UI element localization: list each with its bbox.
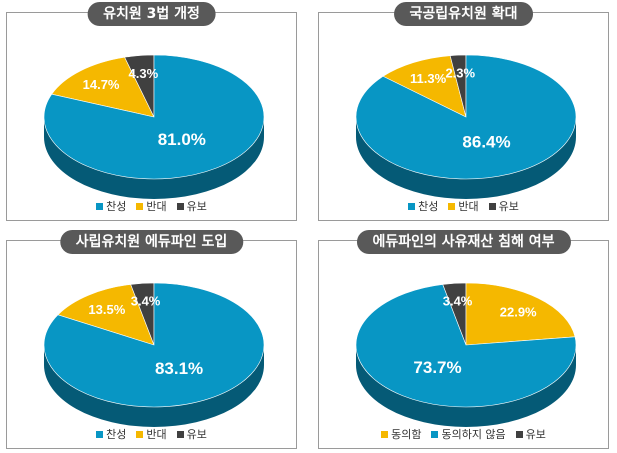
data-label: 2.3% (445, 65, 475, 80)
legend-item: 동의하지 않음 (431, 426, 506, 442)
pie-slice-찬성 (355, 54, 577, 180)
chart-legend: 찬성 반대 유보 (7, 198, 296, 214)
legend-label: 유보 (186, 200, 207, 213)
legend-swatch (515, 430, 523, 438)
chart-panel-3: 사립유치원 에듀파인 도입 13.5% 3.4% 83.1% 찬성 반대 유보 (6, 230, 297, 449)
chart-title: 에듀파인의 사유재산 침해 여부 (356, 230, 571, 254)
data-label: 14.7% (83, 77, 120, 92)
pie-slice-동의함 (465, 282, 576, 346)
data-label: 86.4% (462, 132, 510, 151)
legend-item: 유보 (488, 198, 519, 214)
legend-label: 찬성 (106, 200, 127, 213)
legend-item: 찬성 (96, 198, 126, 214)
data-label: 11.3% (410, 71, 447, 86)
pie-slice-찬성 (43, 54, 265, 180)
legend-item: 유보 (176, 426, 207, 442)
legend-label: 유보 (186, 428, 207, 441)
pie-side-찬성 (44, 117, 264, 199)
legend-label: 유보 (498, 200, 519, 213)
data-label: 4.3% (129, 66, 159, 81)
legend-label: 찬성 (106, 428, 127, 441)
legend-swatch (136, 202, 144, 210)
pie-side-찬성 (356, 117, 576, 199)
pie-side-찬성 (44, 345, 264, 427)
data-label: 81.0% (158, 130, 206, 149)
chart-legend: 동의함 동의하지 않음 유보 (319, 426, 608, 442)
legend-label: 반대 (146, 200, 167, 213)
chart-legend: 찬성 반대 유보 (319, 198, 608, 214)
chart-legend: 찬성 반대 유보 (7, 426, 296, 442)
legend-swatch (381, 430, 389, 438)
legend-swatch (488, 202, 496, 210)
legend-item: 반대 (136, 426, 167, 442)
legend-swatch (448, 202, 456, 210)
chart-title: 유치원 3법 개정 (87, 2, 216, 26)
legend-item: 동의함 (381, 426, 421, 442)
pie-chart: 3.4% 22.9% 73.7% (355, 282, 577, 427)
legend-item: 반대 (448, 198, 479, 214)
legend-swatch (431, 430, 439, 438)
data-label: 73.7% (413, 358, 461, 377)
pie-slice-동의하지 않음 (355, 284, 577, 408)
legend-label: 동의함 (391, 428, 422, 441)
pie-chart: 13.5% 3.4% 83.1% (43, 282, 265, 427)
chart-panel-4: 에듀파인의 사유재산 침해 여부 3.4% 22.9% 73.7% 동의함 동의하지 … (318, 230, 609, 449)
legend-swatch (176, 430, 184, 438)
pie-slice-반대 (382, 55, 467, 118)
data-label: 22.9% (500, 304, 537, 319)
legend-label: 반대 (146, 428, 167, 441)
pie-slice-반대 (57, 284, 155, 346)
pie-side-동의하지 않음 (356, 345, 576, 427)
legend-swatch (136, 430, 144, 438)
chart-title: 국공립유치원 확대 (393, 2, 534, 26)
legend-swatch (96, 202, 104, 210)
data-label: 3.4% (131, 294, 161, 309)
legend-item: 찬성 (96, 426, 126, 442)
pie-chart: 14.7% 4.3% 81.0% (43, 54, 265, 199)
data-label: 83.1% (155, 359, 203, 378)
legend-swatch (408, 202, 416, 210)
legend-label: 동의하지 않음 (441, 428, 506, 441)
pie-slice-반대 (51, 56, 155, 118)
pie-chart: 11.3% 2.3% 86.4% (355, 54, 577, 199)
data-label: 3.4% (443, 294, 473, 309)
legend-swatch (176, 202, 184, 210)
chart-panel-1: 유치원 3법 개정 14.7% 4.3% 81.0% 찬성 반대 유보 (6, 2, 297, 221)
legend-item: 반대 (136, 198, 167, 214)
legend-item: 유보 (176, 198, 207, 214)
legend-label: 반대 (458, 200, 479, 213)
data-label: 13.5% (88, 302, 125, 317)
chart-title: 사립유치원 에듀파인 도입 (59, 230, 244, 254)
legend-item: 찬성 (408, 198, 438, 214)
chart-panel-2: 국공립유치원 확대 11.3% 2.3% 86.4% 찬성 반대 유보 (318, 2, 609, 221)
legend-swatch (96, 430, 104, 438)
legend-item: 유보 (515, 426, 546, 442)
pie-slice-찬성 (43, 282, 265, 408)
legend-label: 유보 (525, 428, 546, 441)
legend-label: 찬성 (418, 200, 439, 213)
